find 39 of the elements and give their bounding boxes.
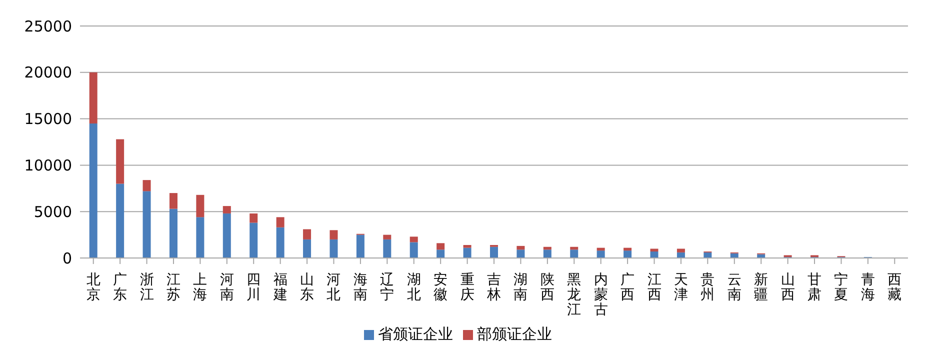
x-tick-label: 天津: [674, 272, 688, 303]
x-tick-label: 内蒙古: [594, 272, 608, 318]
y-tick-label: 0: [62, 249, 72, 268]
x-tick-label: 北京: [86, 272, 100, 303]
x-tick-label: 西藏: [888, 272, 902, 303]
x-tick-label: 重庆: [460, 272, 474, 303]
x-tick-label: 新疆: [754, 272, 768, 303]
x-tick-label: 贵州: [700, 272, 715, 303]
y-tick-label: 5000: [34, 202, 72, 221]
x-tick-label: 黑龙江: [567, 272, 582, 318]
y-tick-label: 20000: [24, 64, 72, 82]
y-tick-label: 10000: [24, 156, 72, 175]
x-tick-label: 四川: [246, 272, 261, 303]
x-tick-label: 广东: [113, 272, 128, 303]
x-tick-label: 湖南: [514, 272, 528, 303]
x-tick-label: 浙江: [140, 272, 154, 303]
y-tick-label: 25000: [24, 17, 72, 36]
x-tick-label: 辽宁: [380, 272, 394, 303]
x-tick-label: 云南: [727, 272, 742, 303]
x-tick-label: 广西: [620, 272, 635, 303]
x-tick-label: 山东: [300, 272, 314, 303]
x-tick-label: 山西: [780, 272, 795, 303]
x-tick-label: 青海: [860, 272, 875, 303]
x-tick-label: 江苏: [166, 272, 180, 303]
x-tick-label: 河北: [326, 272, 341, 303]
x-tick-label: 河南: [220, 272, 234, 303]
x-tick-label: 福建: [272, 272, 288, 303]
legend-label: 部颁证企业: [477, 325, 552, 343]
x-tick-label: 上海: [193, 272, 208, 303]
x-tick-label: 江西: [647, 272, 662, 303]
y-tick-label: 15000: [24, 110, 72, 128]
x-tick-label: 宁夏: [834, 272, 848, 303]
x-tick-label: 安徽: [434, 272, 448, 303]
x-tick-label: 湖北: [406, 272, 421, 303]
x-tick-label: 吉林: [486, 272, 501, 303]
legend-label: 省颁证企业: [378, 325, 453, 343]
x-tick-label: 陕西: [540, 272, 554, 303]
x-tick-label: 海南: [353, 272, 368, 303]
x-tick-label: 甘肃: [808, 272, 822, 303]
